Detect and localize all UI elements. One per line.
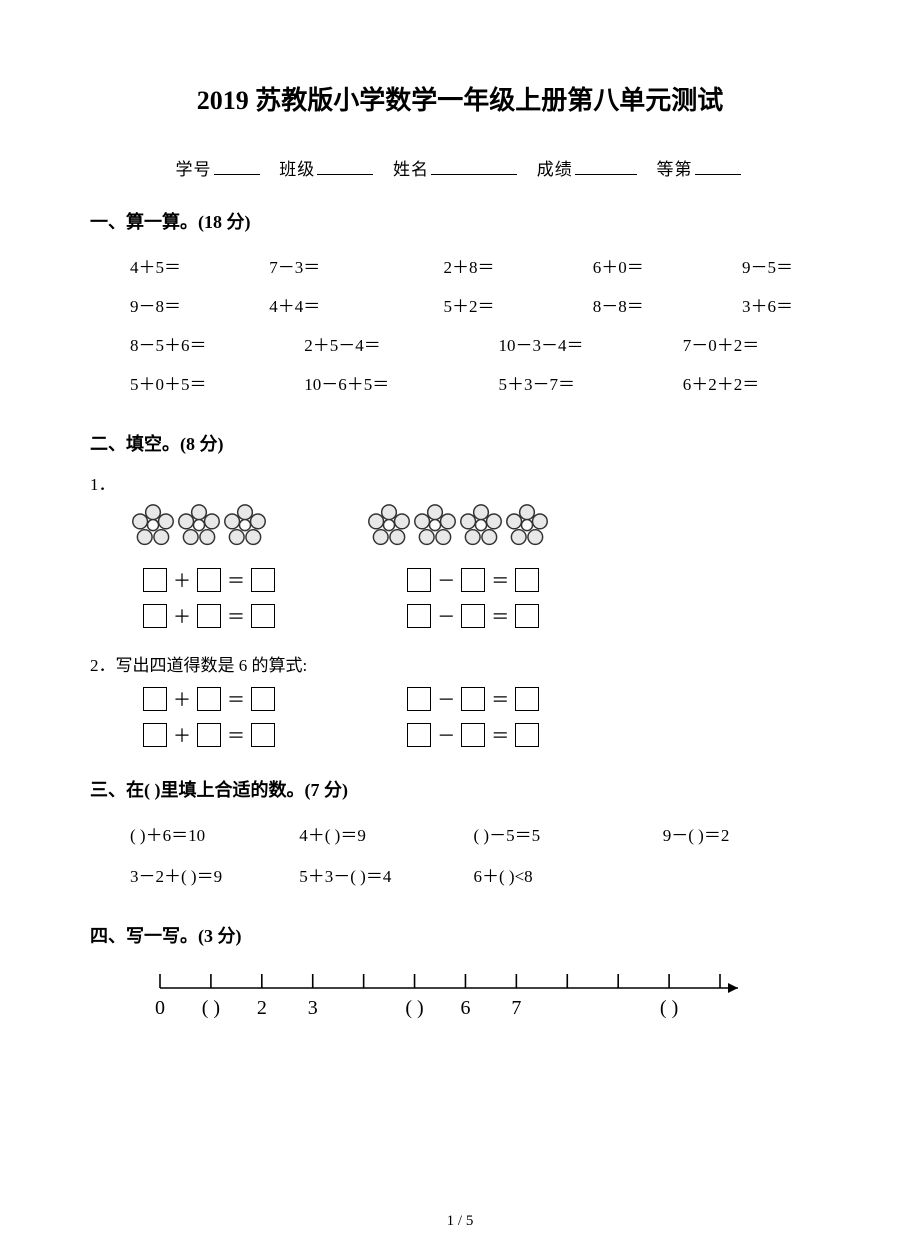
s1-row4: 5＋0＋5＝ 10－6＋5＝ 5＋3－7＝ 6＋2＋2＝ — [130, 365, 830, 404]
s3-row2: 3－2＋( )＝9 5＋3－( )＝4 6＋( )<8 — [130, 857, 830, 898]
eq: 9－5＝ — [742, 248, 793, 287]
eq: 3－2＋( )＝9 — [130, 857, 295, 898]
svg-text:0: 0 — [155, 997, 165, 1019]
s1-row2: 9－8＝ 4＋4＝ 5＋2＝ 8－8＝ 3＋6＝ — [130, 287, 830, 326]
eq: 5＋3－( )＝4 — [299, 857, 469, 898]
eq: 4＋4＝ — [269, 287, 439, 326]
box-eq: －＝ — [404, 722, 664, 748]
s1-row3: 8－5＋6＝ 2＋5－4＝ 10－3－4＝ 7－0＋2＝ — [130, 326, 830, 365]
number-line: 0 ( ) 2 3 ( ) 6 7 ( ) — [150, 966, 830, 1041]
svg-text:( ): ( ) — [660, 997, 678, 1019]
flower-icon — [366, 503, 412, 549]
eq: 3＋6＝ — [742, 287, 793, 326]
svg-text:3: 3 — [308, 997, 318, 1019]
flower-icon — [504, 503, 550, 549]
eq: 7－0＋2＝ — [683, 326, 760, 365]
section-1-head: 一、算一算。(18 分) — [90, 208, 830, 234]
eq: 7－3＝ — [269, 248, 439, 287]
flower-icon — [176, 503, 222, 549]
eq: 10－3－4＝ — [499, 326, 679, 365]
section-2-head: 二、填空。(8 分) — [90, 430, 830, 456]
page-footer: 1 / 5 — [0, 1213, 920, 1230]
box-eq: ＋＝ — [140, 722, 400, 748]
box-eq: ＋＝ — [140, 603, 400, 629]
s2-q1-label: 1． — [90, 470, 830, 495]
page-title: 2019 苏教版小学数学一年级上册第八单元测试 — [90, 80, 830, 117]
svg-text:2: 2 — [257, 997, 267, 1019]
grade-label: 等第 — [657, 160, 693, 179]
flower-group-left — [130, 503, 268, 549]
svg-text:6: 6 — [460, 997, 470, 1019]
eq: 9－8＝ — [130, 287, 265, 326]
eq: 6＋2＋2＝ — [683, 365, 760, 404]
section-3-head: 三、在( )里填上合适的数。(7 分) — [90, 776, 830, 802]
eq: ( )－5＝5 — [474, 816, 659, 857]
eq: 8－8＝ — [593, 287, 738, 326]
eq: ( )＋6＝10 — [130, 816, 295, 857]
box-eq: －＝ — [404, 567, 664, 593]
class-label: 班级 — [279, 160, 315, 179]
flower-icon — [412, 503, 458, 549]
box-eq: －＝ — [404, 603, 664, 629]
flower-icon — [222, 503, 268, 549]
eq: 9－( )＝2 — [663, 816, 730, 857]
flower-icon — [130, 503, 176, 549]
flower-group-right — [366, 503, 550, 549]
svg-text:7: 7 — [511, 997, 521, 1019]
eq: 5＋2＝ — [444, 287, 589, 326]
svg-text:( ): ( ) — [405, 997, 423, 1019]
eq: 5＋0＋5＝ — [130, 365, 300, 404]
eq: 2＋5－4＝ — [304, 326, 494, 365]
eq: 6＋0＝ — [593, 248, 738, 287]
s2-q1-equations: ＋＝ －＝ ＋＝ －＝ — [140, 567, 830, 629]
eq: 4＋5＝ — [130, 248, 265, 287]
box-eq: ＋＝ — [140, 567, 400, 593]
eq: 10－6＋5＝ — [304, 365, 494, 404]
s3-row1: ( )＋6＝10 4＋( )＝9 ( )－5＝5 9－( )＝2 — [130, 816, 830, 857]
s2-q2-label: 2．写出四道得数是 6 的算式: — [90, 651, 830, 676]
svg-text:( ): ( ) — [202, 997, 220, 1019]
flower-icon — [458, 503, 504, 549]
s2-q2-equations: ＋＝ －＝ ＋＝ －＝ — [140, 686, 830, 748]
eq: 8－5＋6＝ — [130, 326, 300, 365]
box-eq: －＝ — [404, 686, 664, 712]
name-label: 姓名 — [393, 160, 429, 179]
s1-row1: 4＋5＝ 7－3＝ 2＋8＝ 6＋0＝ 9－5＝ — [130, 248, 830, 287]
id-label: 学号 — [176, 160, 212, 179]
flower-row — [130, 503, 830, 549]
eq: 5＋3－7＝ — [499, 365, 679, 404]
eq: 4＋( )＝9 — [299, 816, 469, 857]
eq: 2＋8＝ — [444, 248, 589, 287]
box-eq: ＋＝ — [140, 686, 400, 712]
score-label: 成绩 — [537, 160, 573, 179]
student-info-line: 学号 班级 姓名 成绩 等第 — [90, 155, 830, 180]
section-4-head: 四、写一写。(3 分) — [90, 922, 830, 948]
eq: 6＋( )<8 — [474, 857, 533, 898]
